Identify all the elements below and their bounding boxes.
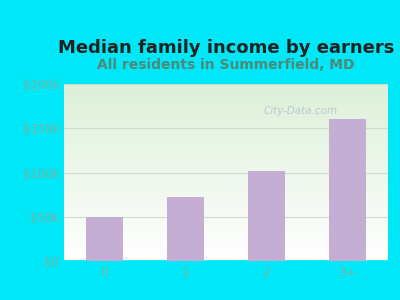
Text: City-Data.com: City-Data.com xyxy=(264,106,338,116)
Title: Median family income by earners: Median family income by earners xyxy=(58,39,394,57)
Text: All residents in Summerfield, MD: All residents in Summerfield, MD xyxy=(97,58,355,72)
Bar xyxy=(248,171,285,261)
Bar xyxy=(86,217,123,261)
Bar xyxy=(167,197,204,261)
Bar xyxy=(329,119,366,261)
